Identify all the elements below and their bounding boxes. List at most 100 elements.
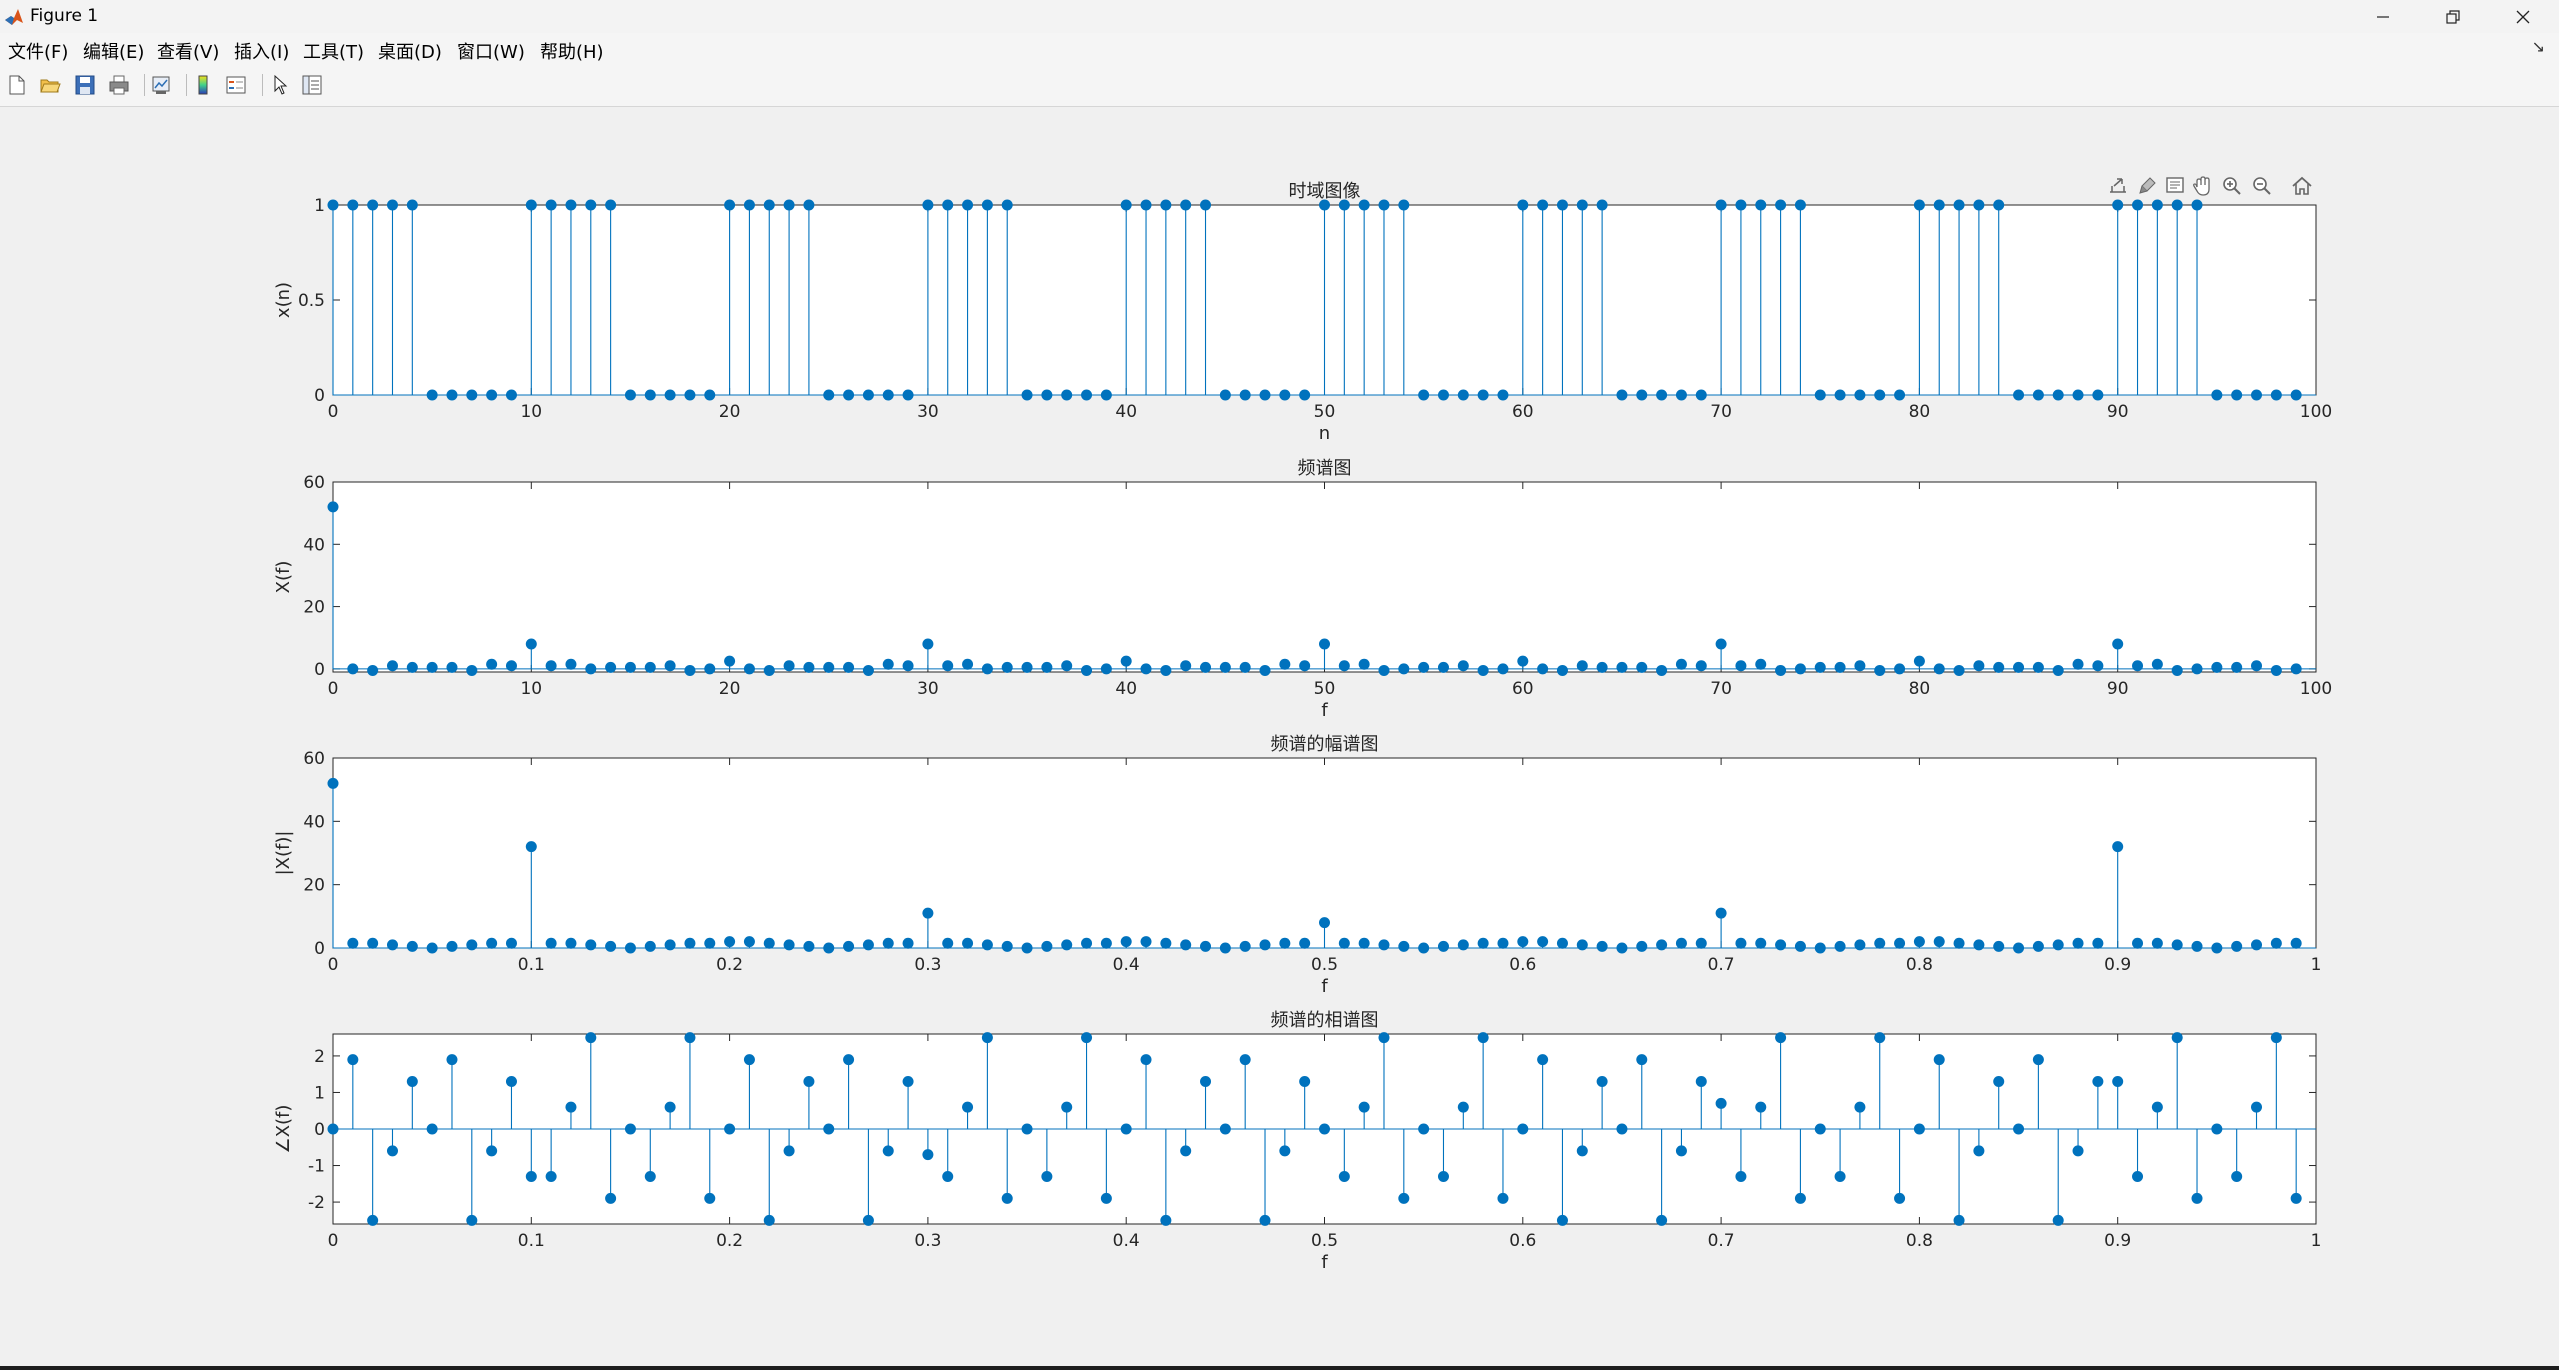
zoom-in-button[interactable]: [2223, 177, 2241, 195]
x-tick-label: 10: [520, 402, 542, 422]
stem-marker: [1695, 937, 1707, 949]
stem-marker: [664, 660, 676, 672]
stem-marker: [545, 199, 557, 211]
stem-marker: [466, 939, 478, 951]
legend-button[interactable]: [222, 71, 250, 99]
menu-window[interactable]: 窗口(W): [457, 42, 525, 63]
stem-marker: [1755, 658, 1767, 670]
close-button[interactable]: [2487, 0, 2559, 33]
property-inspector-button[interactable]: [298, 71, 326, 99]
stem-marker: [763, 664, 775, 676]
pan-button[interactable]: [2193, 176, 2210, 196]
axes-1[interactable]: 0 10 20 30 40 50 60 70 80 90 100 0 0.5 1 时域图像 n x(n): [273, 181, 2332, 444]
stem-marker: [406, 199, 418, 211]
new-figure-button[interactable]: [3, 71, 31, 99]
menu-insert[interactable]: 插入(I): [234, 42, 290, 63]
home-button[interactable]: [2292, 176, 2312, 195]
stem-marker: [803, 940, 815, 952]
stem-marker: [2270, 1032, 2282, 1044]
stem-marker: [386, 1145, 398, 1157]
x-tick-label: 0.6: [1509, 1231, 1536, 1251]
stem-marker: [1953, 1214, 1965, 1226]
stem-marker: [2191, 663, 2203, 675]
save-button[interactable]: [71, 71, 99, 99]
axes-4[interactable]: 0 0.1 0.2 0.3 0.4 0.5 0.6 0.7 0.8 0.9 1 -2 -1 0 1 2 频谱的相…: [273, 1010, 2321, 1273]
stem-marker: [763, 937, 775, 949]
menu-overflow-icon[interactable]: ↘: [2531, 37, 2545, 56]
y-tick-label: 60: [303, 749, 325, 769]
axes-3[interactable]: 0 0.1 0.2 0.3 0.4 0.5 0.6 0.7 0.8 0.9 1 0 20 40 60 频谱的幅…: [273, 734, 2321, 997]
zoom-out-button[interactable]: [2253, 177, 2271, 195]
menu-view[interactable]: 查看(V): [157, 42, 220, 63]
stem-marker: [2231, 940, 2243, 952]
stem-marker: [1180, 939, 1192, 951]
export-button[interactable]: [2110, 178, 2126, 193]
restore-button[interactable]: [2417, 0, 2489, 33]
menu-file[interactable]: 文件(F): [8, 42, 69, 63]
menu-desktop[interactable]: 桌面(D): [378, 42, 442, 63]
stem-marker: [1437, 389, 1449, 401]
stem-marker: [1299, 1076, 1311, 1087]
stem-marker: [1537, 1054, 1549, 1066]
y-tick-label: 20: [303, 598, 325, 618]
axes-toolbar: [2110, 176, 2312, 196]
stem-marker: [862, 939, 874, 951]
menu-help[interactable]: 帮助(H): [540, 42, 604, 63]
edit-plot-icon: [274, 74, 288, 95]
x-tick-label: 0: [328, 402, 339, 422]
axes-2[interactable]: 0 10 20 30 40 50 60 70 80 90 100 0 20 40 60 频谱图 f X(f): [273, 458, 2332, 721]
stem-marker: [367, 199, 379, 211]
stem-marker: [1874, 1032, 1886, 1044]
stem-marker: [1021, 661, 1033, 673]
x-tick-label: 80: [1909, 679, 1931, 699]
stem-marker: [2191, 199, 2203, 211]
stem-marker: [1338, 1171, 1350, 1182]
menu-edit[interactable]: 编辑(E): [83, 42, 145, 63]
stem-marker: [2132, 937, 2144, 949]
stem-marker: [386, 199, 398, 211]
data-tips-button[interactable]: [2166, 177, 2184, 193]
stem-marker: [1319, 199, 1330, 211]
print-button[interactable]: [105, 71, 133, 99]
stem-marker: [406, 940, 418, 952]
stem-marker: [882, 658, 894, 670]
stem-marker: [624, 389, 636, 401]
colorbar-button[interactable]: [189, 71, 217, 99]
stem-marker: [1120, 936, 1132, 948]
minimize-button[interactable]: [2347, 0, 2419, 33]
open-file-button[interactable]: [36, 71, 64, 99]
restore-icon: [2446, 9, 2460, 24]
stem-marker: [862, 664, 874, 676]
stem-marker: [2251, 660, 2263, 672]
stem-marker: [1775, 1032, 1787, 1044]
menu-tools[interactable]: 工具(T): [303, 42, 365, 63]
stem-marker: [2191, 1192, 2203, 1204]
stem-marker: [1100, 389, 1112, 401]
stem-marker: [1695, 660, 1707, 672]
stem-marker: [505, 389, 517, 401]
stem-marker: [1219, 661, 1231, 673]
edit-plot-button[interactable]: [266, 71, 294, 99]
x-tick-label: 0.9: [2104, 955, 2131, 975]
stem-marker: [1794, 199, 1806, 211]
figure-canvas[interactable]: 0 10 20 30 40 50 60 70 80 90 100 0 0.5 1 时域图像 n x(n) 0 10 2…: [0, 108, 2559, 1366]
stem-marker: [1319, 1123, 1330, 1135]
stem-marker: [1814, 661, 1826, 673]
brush-button[interactable]: [2139, 177, 2156, 194]
x-tick-label: 10: [520, 679, 542, 699]
stem-marker: [605, 661, 617, 673]
stem-marker: [1636, 661, 1648, 673]
stem-marker: [1913, 655, 1925, 667]
stem-marker: [902, 1076, 914, 1087]
export-icon: [2110, 178, 2126, 193]
stem-marker: [1457, 939, 1469, 951]
stem-marker: [942, 937, 954, 949]
stem-marker: [882, 1145, 894, 1157]
stem-marker: [1299, 937, 1311, 949]
x-tick-label: 30: [917, 679, 939, 699]
stem-marker: [406, 1076, 418, 1087]
link-plot-button[interactable]: [147, 71, 175, 99]
stem-marker: [724, 936, 736, 948]
stem-marker: [1160, 664, 1172, 676]
stem-marker: [2132, 660, 2144, 672]
